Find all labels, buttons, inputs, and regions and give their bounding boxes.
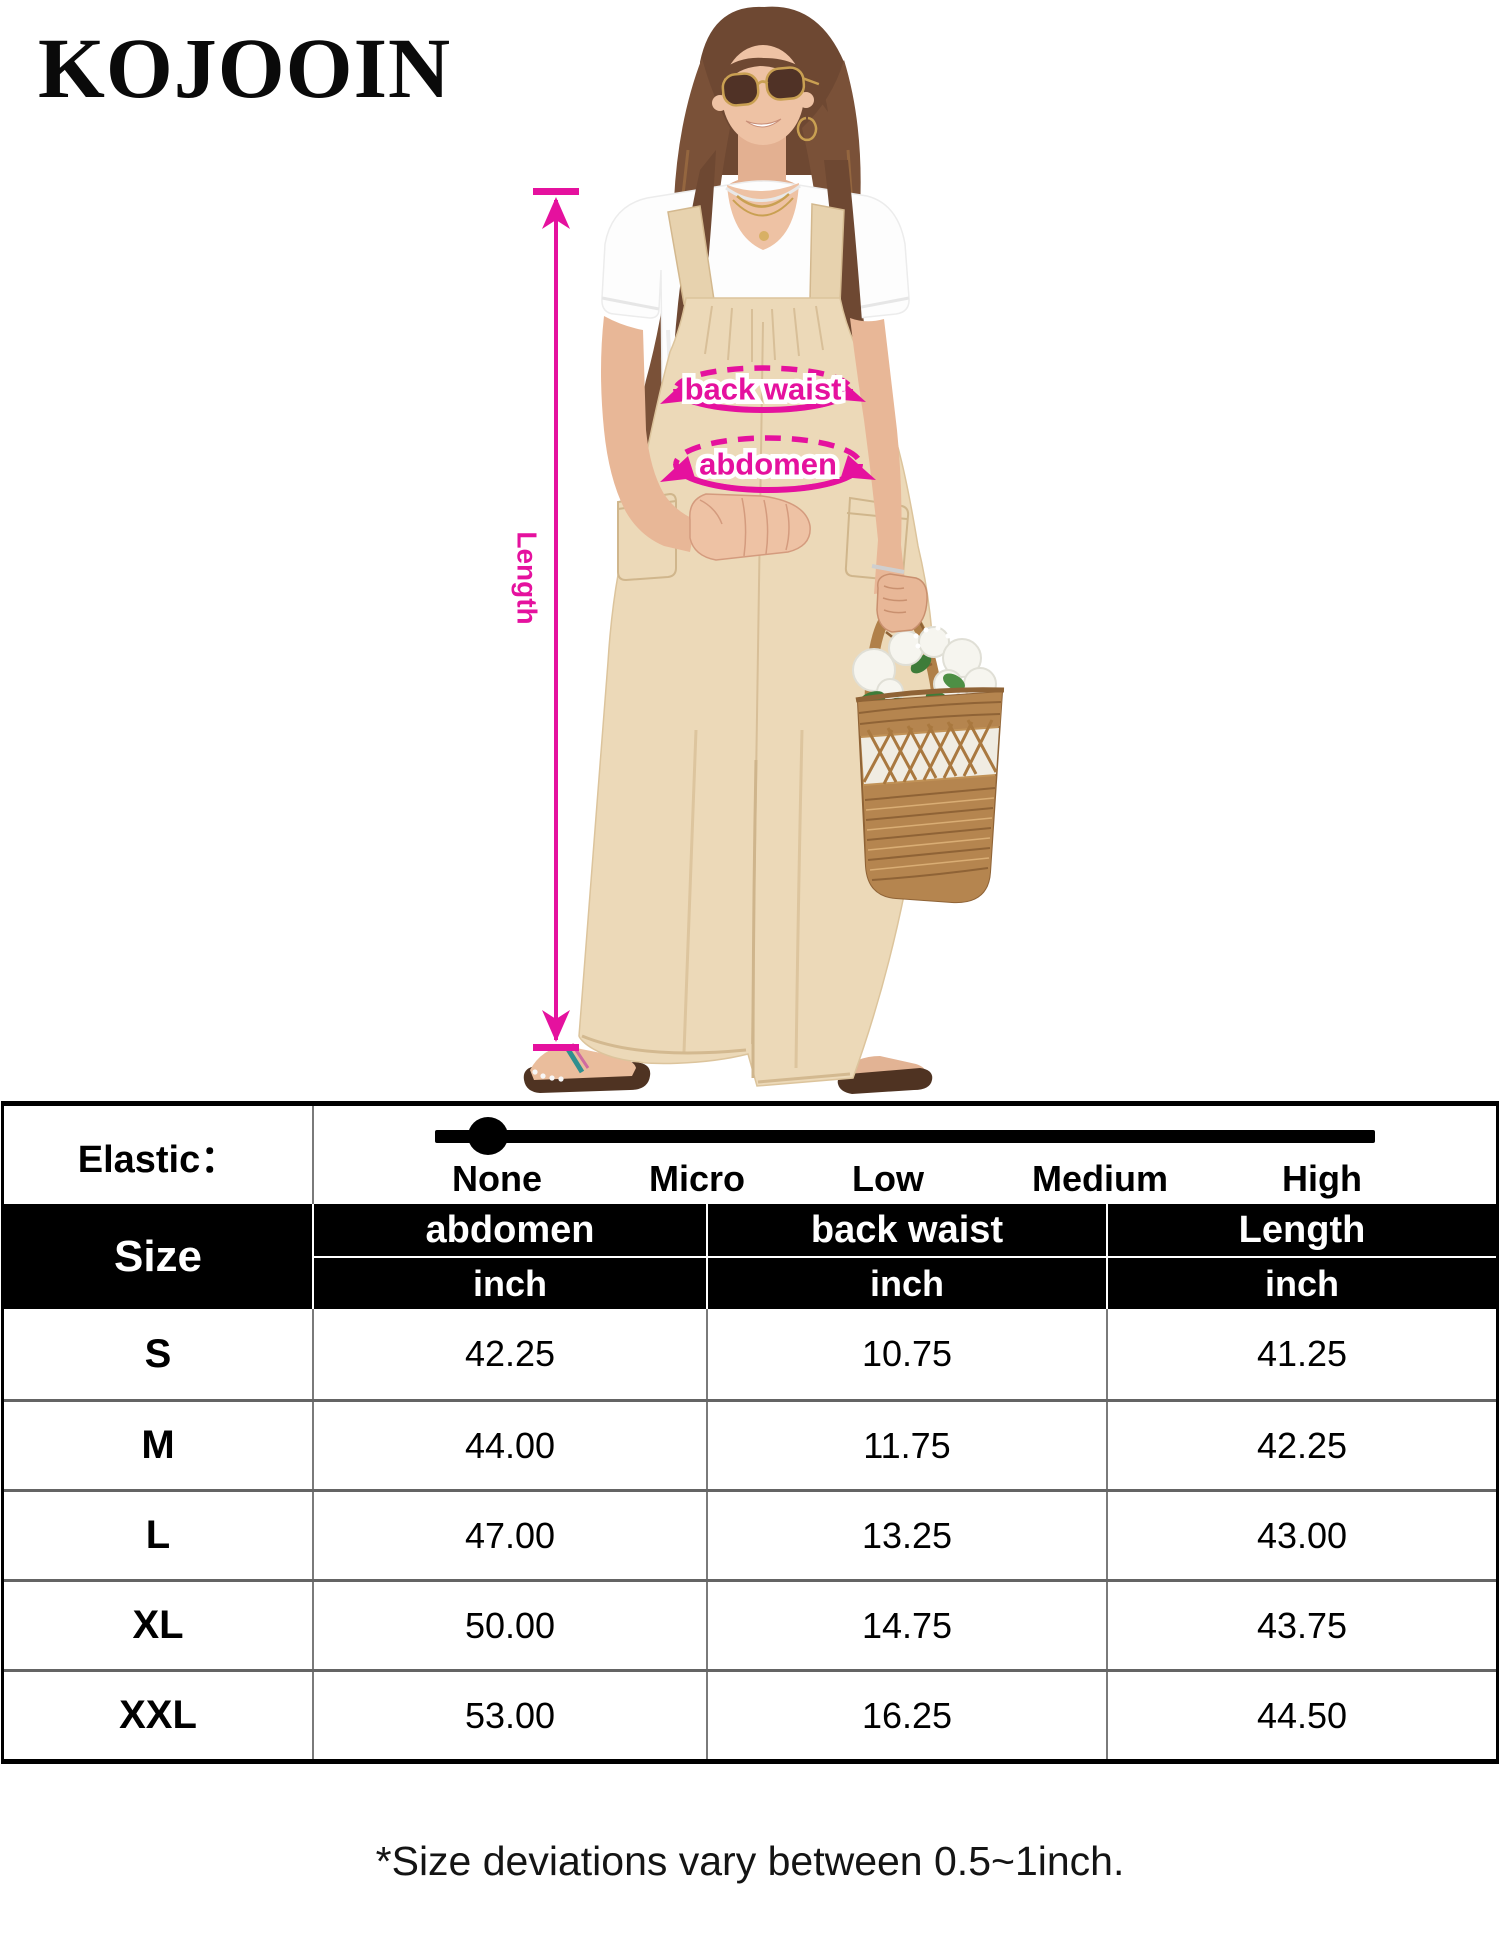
hand-holding-basket — [876, 573, 928, 633]
bracelet-icon — [871, 564, 905, 574]
column-name: abdomen — [314, 1204, 706, 1258]
size-value: S — [4, 1309, 314, 1399]
necklace-icon — [736, 193, 790, 208]
abdomen-value: 53.00 — [314, 1672, 708, 1759]
model-photo — [523, 6, 1005, 1094]
model-overalls — [578, 203, 934, 1087]
abdomen-value: 44.00 — [314, 1402, 708, 1489]
column-abdomen: abdomen inch — [314, 1204, 708, 1309]
length-value: 43.00 — [1256, 1514, 1348, 1556]
size-deviation-footnote: *Size deviations vary between 0.5~1inch. — [375, 1838, 1125, 1884]
column-name: Length — [1108, 1204, 1496, 1258]
elastic-level-none: None — [452, 1158, 542, 1199]
elastic-scale: None Micro Low Medium High — [314, 1106, 1496, 1204]
table-row: XXL 53.00 16.25 44.50 — [4, 1669, 1496, 1759]
elastic-level-micro: Micro — [648, 1158, 746, 1199]
elastic-level-high: High — [1282, 1158, 1362, 1199]
elastic-level-medium: Medium — [1031, 1158, 1169, 1199]
column-unit: inch — [1264, 1262, 1339, 1304]
column-length: Length inch — [1108, 1204, 1496, 1309]
column-name: back waist — [708, 1204, 1106, 1258]
table-row: M 44.00 11.75 42.25 — [4, 1399, 1496, 1489]
column-unit: inch — [472, 1262, 547, 1304]
size-value: XL — [4, 1582, 314, 1669]
back-waist-value: 11.75 — [708, 1402, 1108, 1489]
table-row: S 42.25 10.75 41.25 — [4, 1309, 1496, 1399]
column-back-waist: back waist inch — [708, 1204, 1108, 1309]
abdomen-value: 50.00 — [314, 1582, 708, 1669]
length-value: 43.75 — [1256, 1604, 1348, 1646]
elastic-label: Elastic： — [4, 1106, 314, 1204]
sunglasses-icon — [721, 66, 820, 107]
size-chart-table: Elastic： None Micro Low Medium High Size… — [1, 1101, 1499, 1764]
size-value: M — [4, 1402, 314, 1489]
elastic-row: Elastic： None Micro Low Medium High — [4, 1106, 1496, 1204]
abdomen-value: 47.00 — [314, 1492, 708, 1579]
size-value: L — [4, 1492, 314, 1579]
table-row: L 47.00 13.25 43.00 — [4, 1489, 1496, 1579]
length-value: 42.25 — [1256, 1424, 1348, 1466]
table-row: XL 50.00 14.75 43.75 — [4, 1579, 1496, 1669]
flower-basket — [852, 573, 1005, 904]
back-waist-value: 13.25 — [708, 1492, 1108, 1579]
back-waist-value: 16.25 — [708, 1672, 1108, 1759]
length-value: 44.50 — [1256, 1694, 1348, 1736]
abdomen-value: 42.25 — [314, 1309, 708, 1399]
model-head — [712, 45, 828, 192]
hand-on-belly — [689, 493, 811, 561]
earring-icon — [796, 116, 818, 142]
elastic-level-low: Low — [852, 1158, 924, 1199]
model-feet — [523, 1043, 933, 1094]
size-header: Size — [4, 1204, 314, 1309]
column-unit: inch — [869, 1262, 944, 1304]
back-waist-value: 10.75 — [708, 1309, 1108, 1399]
brand-logo: KOJOOIN — [38, 20, 452, 116]
elastic-slider-knob — [468, 1117, 508, 1155]
back-waist-value: 14.75 — [708, 1582, 1108, 1669]
size-value: XXL — [4, 1672, 314, 1759]
elastic-slider-track — [435, 1130, 1375, 1143]
length-value: 41.25 — [1256, 1333, 1348, 1374]
table-header-row: Size abdomen inch back waist inch Length… — [4, 1204, 1496, 1309]
